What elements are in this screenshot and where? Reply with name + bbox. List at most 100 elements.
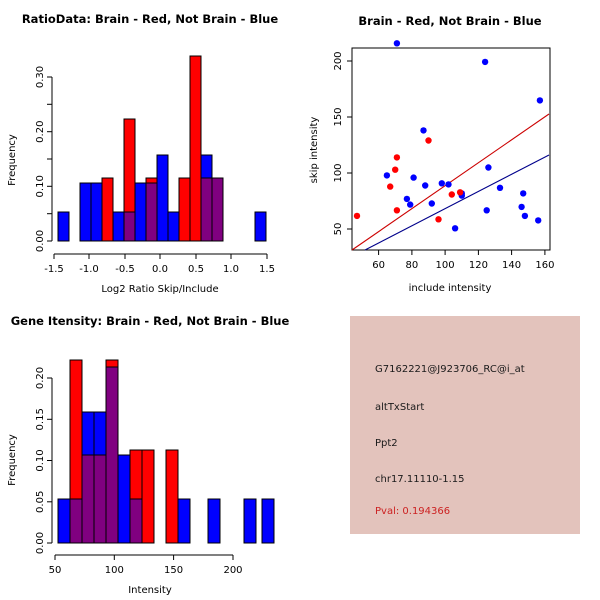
scatter-point	[438, 180, 445, 187]
scatter-points-blue	[383, 40, 544, 232]
scatter-y-tick-50: 50	[333, 223, 344, 236]
scatter-point	[403, 195, 411, 203]
bar-overlap	[123, 211, 136, 242]
scatter-y-axis: 50 100 150 200 skip intensity	[309, 51, 352, 235]
scatter-point	[485, 164, 492, 171]
scatter-y-tick-100: 100	[333, 163, 344, 182]
gene-symbol-text: Ppt2	[375, 438, 398, 449]
gene-histogram-title: Gene Itensity: Brain - Red, Not Brain - …	[11, 314, 290, 328]
ratio-histogram-x-axis: -1.5 -1.0 -0.5 0.0 0.5 1.0 1.5 Log2 Rati…	[44, 253, 275, 295]
scatter-point	[383, 172, 391, 179]
scatter-point	[496, 184, 504, 191]
gene-y-tick-0.10: 0.10	[35, 449, 46, 471]
ratio-histogram-title: RatioData: Brain - Red, Not Brain - Blue	[22, 12, 279, 26]
ratio-x-tick-1.5: 1.5	[259, 264, 275, 275]
bar-red	[141, 449, 155, 544]
bar-red	[165, 449, 179, 544]
gene-x-tick-50: 50	[49, 565, 62, 576]
scatter-point	[518, 203, 525, 211]
pvalue-text: Pval: 0.194366	[375, 506, 451, 517]
ratio-y-tick-0.30: 0.30	[35, 66, 46, 88]
scatter-point	[422, 182, 429, 189]
ratio-histogram-panel: RatioData: Brain - Red, Not Brain - Blue…	[0, 0, 300, 300]
scatter-point	[387, 183, 394, 190]
bar-overlap	[105, 366, 119, 544]
gene-histogram-bars	[57, 359, 275, 544]
bar-red	[189, 55, 202, 242]
ratio-histogram-svg: RatioData: Brain - Red, Not Brain - Blue…	[7, 12, 279, 295]
scatter-point	[521, 212, 529, 220]
scatter-point	[535, 217, 542, 224]
bar-blue	[156, 154, 169, 242]
scatter-point	[536, 97, 544, 104]
ratio-x-tick--1.5: -1.5	[44, 264, 64, 275]
scatter-x-tick-80: 80	[406, 260, 419, 271]
scatter-title: Brain - Red, Not Brain - Blue	[358, 14, 541, 28]
bar-blue	[57, 211, 70, 242]
scatter-x-tick-120: 120	[469, 260, 488, 271]
scatter-point	[483, 207, 490, 214]
bar-blue	[134, 182, 147, 242]
ratio-x-tick-1.0: 1.0	[223, 264, 239, 275]
scatter-svg: Brain - Red, Not Brain - Blue 50 100 150…	[309, 14, 554, 294]
ratio-x-tick-0.5: 0.5	[188, 264, 204, 275]
ratio-y-tick-0.10: 0.10	[35, 175, 46, 197]
bar-overlap	[81, 454, 95, 544]
scatter-point	[393, 40, 401, 47]
scatter-point	[410, 174, 417, 181]
bar-red	[101, 177, 114, 242]
scatter-x-tick-140: 140	[502, 260, 521, 271]
scatter-point	[435, 216, 442, 223]
gene-y-tick-0.00: 0.00	[35, 532, 46, 554]
bar-overlap	[211, 177, 224, 242]
bar-blue	[79, 182, 92, 242]
ratio-histogram-ylabel: Frequency	[7, 134, 18, 186]
bar-blue	[90, 182, 103, 242]
gene-info-box: G7162221@J923706_RC@i_at altTxStart Ppt2…	[350, 316, 580, 534]
ratio-x-tick--1.0: -1.0	[79, 264, 99, 275]
gene-x-tick-150: 150	[164, 565, 183, 576]
bar-overlap	[200, 177, 213, 242]
bar-blue	[243, 498, 257, 544]
scatter-point	[407, 201, 414, 208]
scatter-point	[353, 212, 361, 220]
scatter-panel: Brain - Red, Not Brain - Blue 50 100 150…	[300, 0, 600, 300]
gene-info-panel: G7162221@J923706_RC@i_at altTxStart Ppt2…	[300, 300, 600, 600]
locus-text: chr17.11110-1.15	[375, 474, 465, 485]
gene-x-tick-100: 100	[105, 565, 124, 576]
scatter-point	[393, 207, 401, 214]
ratio-y-tick-0.00: 0.00	[35, 230, 46, 252]
gene-intensity-histogram-panel: Gene Itensity: Brain - Red, Not Brain - …	[0, 300, 300, 600]
gene-histogram-xlabel: Intensity	[128, 585, 172, 596]
scatter-points-red	[353, 137, 464, 223]
ratio-histogram-xlabel: Log2 Ratio Skip/Include	[101, 284, 218, 295]
ratio-y-tick-0.20: 0.20	[35, 121, 46, 143]
scatter-point	[392, 166, 399, 173]
bar-overlap	[145, 182, 158, 242]
event-type-text: altTxStart	[375, 402, 425, 413]
gene-y-tick-0.15: 0.15	[35, 408, 46, 430]
scatter-point	[456, 189, 464, 196]
scatter-x-axis: 60 80 100 120 140 160 include intensity	[372, 250, 554, 294]
bar-blue	[207, 498, 221, 544]
scatter-y-tick-150: 150	[333, 107, 344, 126]
gene-x-tick-200: 200	[223, 565, 242, 576]
scatter-point	[448, 191, 455, 198]
scatter-point	[481, 58, 489, 66]
scatter-y-tick-200: 200	[333, 51, 344, 70]
gene-histogram-svg: Gene Itensity: Brain - Red, Not Brain - …	[7, 314, 290, 596]
scatter-point	[520, 190, 527, 197]
bar-blue	[112, 211, 125, 242]
ratio-histogram-y-axis: 0.30 0.20 0.10 0.00 Frequency	[7, 66, 53, 252]
bar-overlap	[69, 498, 83, 544]
bar-red	[178, 177, 191, 242]
scatter-x-tick-60: 60	[372, 260, 385, 271]
ratio-x-tick--0.5: -0.5	[115, 264, 135, 275]
gene-histogram-x-axis: 50 100 150 200 Intensity	[49, 554, 243, 596]
bar-overlap	[93, 454, 107, 544]
probe-id-text: G7162221@J923706_RC@i_at	[375, 364, 525, 375]
gene-histogram-ylabel: Frequency	[7, 434, 18, 486]
bar-overlap	[129, 498, 143, 544]
bar-blue	[57, 498, 71, 544]
ratio-histogram-bars	[57, 55, 267, 242]
